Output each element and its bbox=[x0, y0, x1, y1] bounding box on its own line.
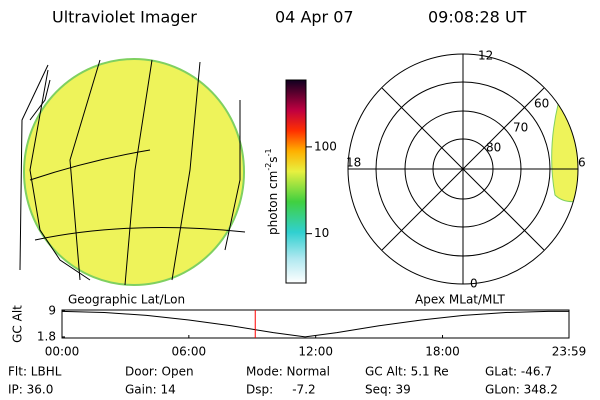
title: Ultraviolet Imager bbox=[52, 8, 197, 27]
mlt-label: 18 bbox=[346, 156, 361, 170]
globe bbox=[19, 58, 246, 286]
info-field: Seq: 39 bbox=[365, 383, 411, 397]
altitude-line bbox=[61, 310, 569, 338]
right-label: Apex MLat/MLT bbox=[415, 293, 505, 307]
info-field: Gain: 14 bbox=[125, 383, 176, 397]
date: 04 Apr 07 bbox=[275, 8, 354, 27]
x-tick-label: 00:00 bbox=[45, 345, 80, 359]
ring-label: 60 bbox=[534, 97, 549, 111]
y-tick-label: 1.8 bbox=[37, 329, 56, 343]
ring-label: 70 bbox=[513, 121, 528, 135]
y-label: GC Alt bbox=[11, 305, 25, 343]
info-field: GC Alt: 5.1 Re bbox=[365, 365, 449, 379]
mlt-label: 6 bbox=[578, 156, 586, 170]
info-field: Dsp: -7.2 bbox=[246, 383, 316, 397]
colorbar-tick-label: 10 bbox=[314, 226, 329, 240]
info-field: Mode: Normal bbox=[246, 365, 330, 379]
info-field: GLat: -46.7 bbox=[485, 365, 552, 379]
mlt-label: 0 bbox=[470, 277, 478, 291]
info-field: IP: 36.0 bbox=[8, 383, 53, 397]
info-field: Door: Open bbox=[125, 365, 194, 379]
colorbar-label: photon cm-2s-1 bbox=[264, 148, 280, 235]
x-tick-label: 18:00 bbox=[425, 345, 460, 359]
plot-frame bbox=[61, 309, 570, 339]
ring-label: 80 bbox=[486, 141, 501, 155]
colorbar bbox=[285, 79, 307, 284]
info-field: Flt: LBHL bbox=[8, 365, 62, 379]
info-field: GLon: 348.2 bbox=[485, 383, 558, 397]
time: 09:08:28 UT bbox=[428, 8, 527, 27]
colorbar-tick-label: 100 bbox=[314, 139, 337, 153]
mlt-label: 12 bbox=[478, 49, 493, 63]
x-tick-label: 06:00 bbox=[172, 345, 207, 359]
polar-plot: 80 70 60 12 18 6 0 bbox=[346, 49, 586, 291]
x-tick-label: 23:59 bbox=[552, 345, 587, 359]
y-tick-label: 9 bbox=[48, 304, 56, 318]
left-label: Geographic Lat/Lon bbox=[68, 293, 185, 307]
x-tick-label: 12:00 bbox=[298, 345, 333, 359]
